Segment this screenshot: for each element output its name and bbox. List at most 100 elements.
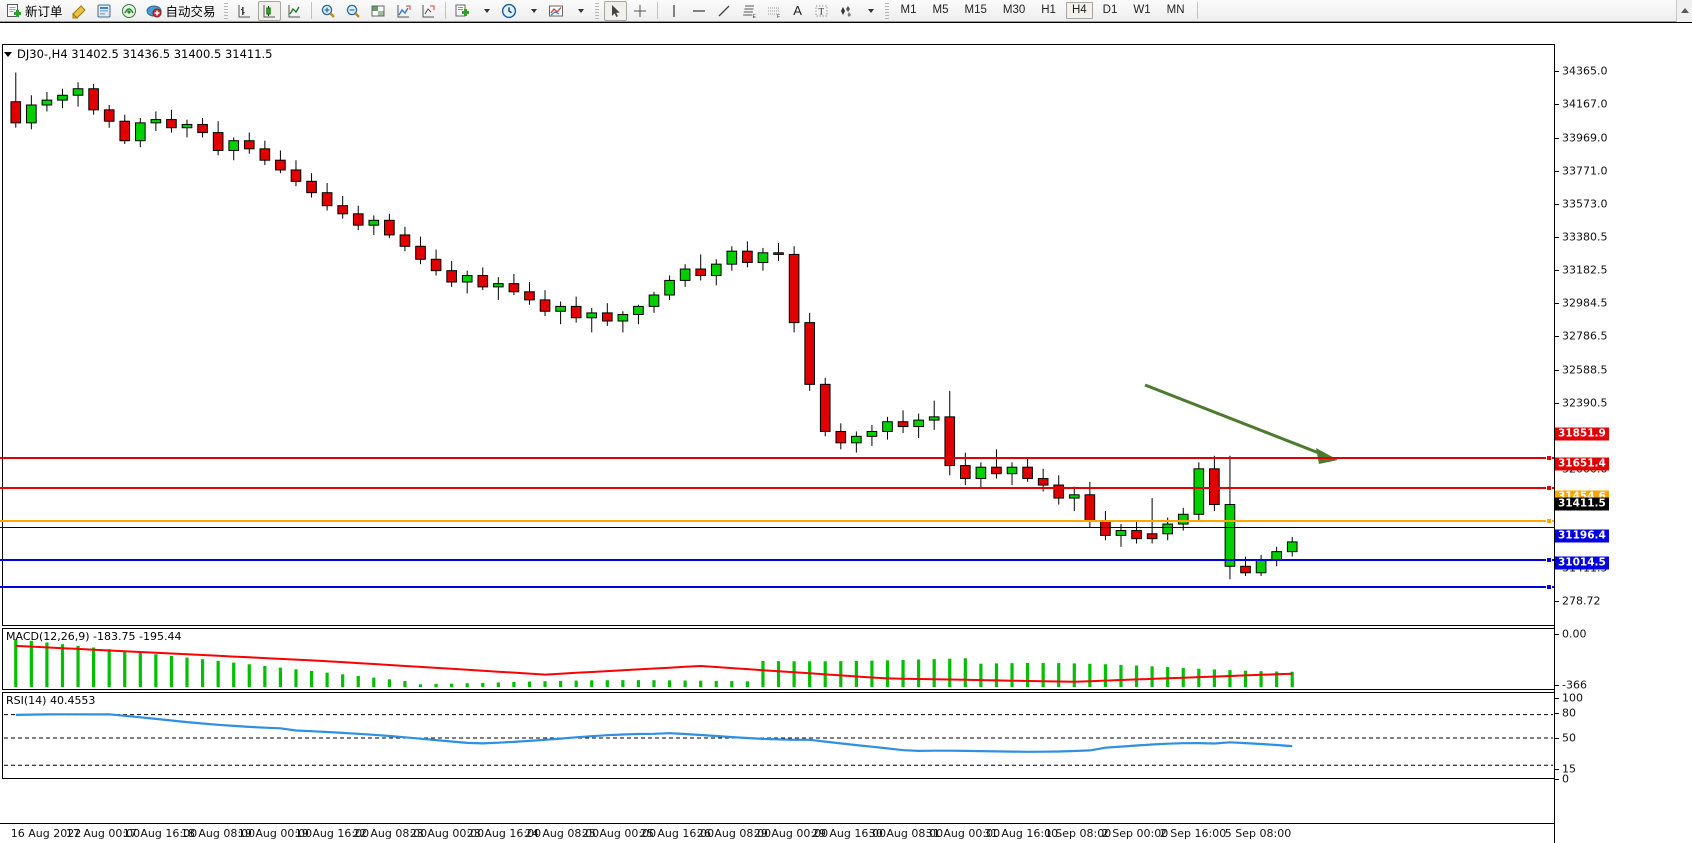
pencil-icon[interactable] — [68, 1, 91, 21]
indicators-dropdown-caret[interactable] — [476, 1, 496, 21]
level-handle[interactable] — [1546, 455, 1552, 461]
axis-tick — [1554, 698, 1559, 699]
price-scale-axis — [1554, 46, 1555, 843]
time-axis-label: 18 Aug 08:00 — [180, 827, 256, 840]
indicators-add-icon[interactable] — [451, 1, 474, 21]
scrollbar-up-arrow[interactable] — [1680, 8, 1689, 13]
level-line-support[interactable] — [0, 557, 1554, 563]
objects-icon[interactable] — [835, 1, 858, 21]
time-axis[interactable]: 16 Aug 2022 17 Aug 00:00 17 Aug 16:00 18 Au… — [0, 823, 1692, 843]
timeframe-h1[interactable]: H1 — [1041, 4, 1056, 16]
level-line-support[interactable] — [0, 584, 1554, 590]
axis-tick — [1554, 713, 1559, 714]
level-handle[interactable] — [1546, 518, 1552, 524]
rsi-tick-label: 0 — [1562, 772, 1569, 786]
timeframe-h4[interactable]: H4 — [1065, 2, 1093, 19]
toolbar-grip-2[interactable] — [594, 2, 599, 19]
chart-menu-triangle-icon[interactable] — [4, 51, 12, 57]
timeframe-m1[interactable]: M1 — [900, 4, 917, 16]
new-order-label: 新订单 — [25, 4, 63, 19]
toolbar-separator — [310, 2, 312, 19]
axis-tick — [1554, 138, 1559, 139]
axis-tick — [1554, 71, 1559, 72]
axis-tick — [1554, 104, 1559, 105]
timeframe-m15[interactable]: M15 — [964, 4, 987, 16]
price-tag-last-price[interactable]: 31411.5 — [1555, 497, 1609, 511]
signals-icon[interactable] — [118, 1, 141, 21]
indicator-list-icon[interactable] — [417, 1, 440, 21]
timeframe-d1[interactable]: D1 — [1102, 4, 1118, 16]
trendline-icon[interactable] — [713, 1, 736, 21]
label-icon[interactable]: T — [810, 1, 833, 21]
level-line-pivot[interactable] — [0, 518, 1554, 524]
period-dropdown-caret[interactable] — [523, 1, 543, 21]
toolbar-grip-3[interactable] — [884, 2, 889, 19]
level-line-resistance[interactable] — [0, 455, 1554, 461]
toolbar-grip[interactable] — [223, 2, 228, 19]
price-tag-support[interactable]: 31196.4 — [1555, 529, 1609, 543]
templates-dropdown-caret[interactable] — [570, 1, 590, 21]
zoom-out-icon[interactable] — [342, 1, 365, 21]
rsi-tick-label: 100 — [1562, 691, 1583, 705]
main-toolbar: 新订单 自动交易 — [0, 0, 1692, 22]
price-tag-support[interactable]: 31014.5 — [1555, 556, 1609, 570]
price-scale[interactable]: 34365.0 34167.0 33969.0 33771.0 33573.0 33380… — [1554, 46, 1692, 843]
macd-label: MACD(12,26,9) -183.75 -195.44 — [6, 630, 182, 643]
candlestick-type-icon[interactable] — [257, 0, 281, 21]
time-axis-label: 2 Sep 00:00 — [1101, 827, 1169, 840]
macd-tick-label: 0.00 — [1562, 627, 1587, 641]
grid-icon[interactable] — [367, 1, 390, 21]
new-order-button[interactable]: 新订单 — [3, 1, 66, 21]
zoom-in-icon[interactable] — [317, 1, 340, 21]
timeframe-w1[interactable]: W1 — [1133, 4, 1151, 16]
price-tick-label: 33182.5 — [1562, 263, 1608, 277]
terminal-icon[interactable] — [93, 1, 116, 21]
line-type-icon[interactable] — [283, 1, 306, 21]
time-axis-label: 17 Aug 16:00 — [122, 827, 198, 840]
axis-tick — [1554, 685, 1559, 686]
channel-icon[interactable]: F — [763, 1, 786, 21]
bar-chart-type-icon[interactable] — [233, 1, 256, 21]
axis-tick — [1554, 769, 1559, 770]
vline-icon[interactable] — [663, 1, 686, 21]
price-tag-resistance[interactable]: 31651.4 — [1555, 457, 1609, 471]
toolbar-separator-4 — [1196, 2, 1198, 19]
axis-tick — [1554, 601, 1559, 602]
level-line-last-price[interactable] — [0, 527, 1554, 528]
axis-tick — [1554, 779, 1559, 780]
level-line-resistance[interactable] — [0, 485, 1554, 491]
text-icon[interactable]: A — [793, 3, 802, 18]
crosshair-icon[interactable] — [629, 1, 652, 21]
templates-icon[interactable] — [545, 1, 568, 21]
axis-tick — [1554, 270, 1559, 271]
objects-dropdown-caret[interactable] — [860, 1, 880, 21]
price-tick-label: 32984.5 — [1562, 296, 1608, 310]
price-tick-label: 34167.0 — [1562, 97, 1608, 111]
level-handle[interactable] — [1546, 584, 1552, 590]
hline-icon[interactable] — [688, 1, 711, 21]
price-tick-label: 33969.0 — [1562, 131, 1608, 145]
timeframe-m30[interactable]: M30 — [1002, 4, 1026, 16]
level-handle[interactable] — [1546, 485, 1552, 491]
data-window-icon[interactable] — [392, 1, 415, 21]
autotrade-icon[interactable]: 自动交易 — [143, 1, 219, 21]
cursor-icon[interactable] — [603, 0, 627, 21]
timeframe-mn[interactable]: MN — [1166, 4, 1185, 16]
macd-pane[interactable] — [2, 628, 1555, 690]
symbol-ohlc-text: DJ30-,H4 31402.5 31436.5 31400.5 31411.5 — [17, 47, 273, 61]
fibonacci-icon[interactable]: E — [738, 1, 761, 21]
time-axis-label: 31 Aug 16:00 — [983, 827, 1059, 840]
price-tag-resistance[interactable]: 31851.9 — [1555, 427, 1609, 441]
chart-area[interactable]: DJ30-,H4 31402.5 31436.5 31400.5 31411.5… — [0, 22, 1692, 843]
timeframe-m5[interactable]: M5 — [932, 4, 949, 16]
rsi-tick-label: 80 — [1562, 706, 1576, 720]
time-axis-label: 1 Sep 08:00 — [1044, 827, 1112, 840]
price-tick-label: 32588.5 — [1562, 363, 1608, 377]
price-pane[interactable] — [2, 44, 1555, 626]
vertical-scrollbar[interactable] — [1676, 0, 1692, 22]
period-clock-icon[interactable] — [498, 1, 521, 21]
rsi-pane[interactable] — [2, 692, 1555, 779]
time-axis-label: 30 Aug 08:00 — [868, 827, 944, 840]
level-handle[interactable] — [1546, 557, 1552, 563]
